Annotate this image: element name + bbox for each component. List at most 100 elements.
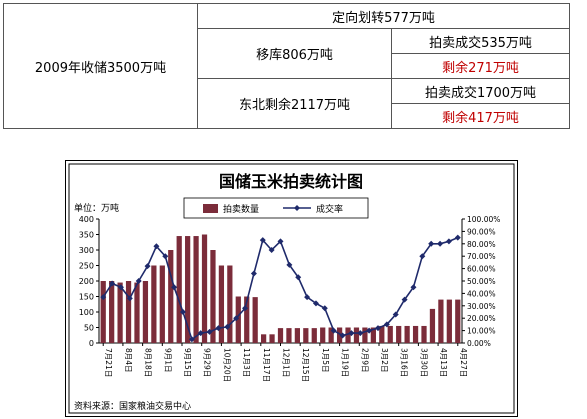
completion-rate-point xyxy=(410,284,417,291)
left-tick-label: 350 xyxy=(79,231,94,240)
auction-volume-bar xyxy=(294,328,301,343)
completion-rate-point xyxy=(401,296,408,303)
left-tick-label: 300 xyxy=(79,246,94,255)
transfer-cell: 移库806万吨 xyxy=(197,28,392,79)
left-tick-label: 200 xyxy=(79,277,94,286)
completion-rate-point xyxy=(259,237,266,244)
x-tick-label: 1月5日 xyxy=(321,348,330,373)
x-tick-label: 4月27日 xyxy=(459,348,468,377)
auction-volume-bar xyxy=(362,327,368,343)
x-tick-label: 12月1日 xyxy=(282,348,291,377)
auction-volume-bar xyxy=(244,296,250,343)
chart-frame: 国储玉米拍卖统计图 单位：万吨 拍卖数量 成交率 0 50 100 150 200 250… xyxy=(65,160,518,417)
auction-volume-bar xyxy=(396,325,402,343)
auction-volume-bar xyxy=(125,281,132,343)
right-tick-label: 60.00% xyxy=(467,265,496,274)
completion-rate-point xyxy=(437,240,444,247)
completion-rate-point xyxy=(171,284,178,291)
completion-rate-point xyxy=(375,325,382,332)
directed-transfer-cell: 定向划转577万吨 xyxy=(197,3,570,29)
completion-rate-point xyxy=(215,325,222,332)
completion-rate-point xyxy=(135,278,142,284)
chart-inner-border xyxy=(68,163,515,414)
left-tick-label: 150 xyxy=(79,293,94,302)
auction-volume-bar xyxy=(235,296,241,343)
auction-volume-bar xyxy=(438,299,444,343)
legend-bar-label: 拍卖数量 xyxy=(223,203,259,215)
x-tick-label: 9月15日 xyxy=(183,348,192,377)
auction-volume-bar xyxy=(210,250,216,343)
northeast-cell: 东北剩余2117万吨 xyxy=(197,78,392,129)
completion-rate-point xyxy=(233,315,240,322)
completion-rate-point xyxy=(179,309,186,315)
auction-chart: 国储玉米拍卖统计图 单位：万吨 拍卖数量 成交率 0 50 100 150 200 250… xyxy=(68,163,515,414)
completion-rate-point xyxy=(242,305,249,312)
auction-volume-bar xyxy=(168,250,174,343)
right-tick-label: 10.00% xyxy=(467,327,496,336)
right-tick-label: 90.00% xyxy=(467,227,496,236)
auction-volume-bar xyxy=(446,299,452,343)
completion-rate-point xyxy=(428,240,435,247)
auction-volume-bar xyxy=(379,325,385,343)
completion-rate-point xyxy=(357,330,364,337)
plot-area: 0 50 100 150 200 250 300 350 400 0.00% 10.00% 20.00… xyxy=(79,215,501,382)
completion-rate-point xyxy=(348,330,355,337)
chart-title: 国储玉米拍卖统计图 xyxy=(219,172,363,191)
northeast-remaining-cell: 剩余417万吨 xyxy=(391,103,570,129)
completion-rate-point xyxy=(126,295,133,302)
completion-rate-point xyxy=(144,263,151,270)
left-tick-label: 250 xyxy=(79,262,94,271)
completion-rate-point xyxy=(197,330,204,337)
auction-volume-bar xyxy=(328,327,334,343)
completion-rate-point xyxy=(117,284,124,291)
auction-volume-bar xyxy=(412,325,419,343)
right-tick-label: 100.00% xyxy=(467,215,500,224)
unit-label: 单位：万吨 xyxy=(74,202,119,214)
x-tick-label: 3月16日 xyxy=(400,348,409,377)
completion-rate-point xyxy=(383,321,390,328)
completion-rate-point xyxy=(250,270,257,277)
auction-volume-bar xyxy=(193,236,199,343)
legend-bar-swatch xyxy=(203,204,218,213)
auction-volume-bar xyxy=(404,325,410,343)
legend-line-label: 成交率 xyxy=(316,203,343,215)
right-tick-label: 50.00% xyxy=(467,277,496,286)
auction-volume-bar xyxy=(353,327,360,343)
auction-volume-bar xyxy=(421,325,427,343)
auction-volume-bar xyxy=(142,281,149,343)
right-tick-label: 0.00% xyxy=(467,339,491,348)
x-tick-label: 3月2日 xyxy=(380,348,389,373)
x-tick-label: 8月4日 xyxy=(124,348,133,373)
completion-rate-point xyxy=(312,300,319,307)
x-tick-label: 4月13日 xyxy=(439,348,448,377)
completion-rate-point xyxy=(295,274,302,281)
x-tick-label: 11月3日 xyxy=(242,348,251,377)
auction-volume-bar xyxy=(218,265,225,343)
auction-volume-bar xyxy=(117,282,123,343)
completion-rate-point xyxy=(339,332,346,339)
auction-volume-bar xyxy=(286,328,292,343)
auction-volume-bar xyxy=(151,265,157,343)
x-tick-label: 7月21日 xyxy=(104,348,113,377)
completion-rate-point xyxy=(100,294,107,301)
auction-volume-bar xyxy=(269,334,275,343)
left-tick-label: 400 xyxy=(79,215,94,224)
x-tick-label: 3月30日 xyxy=(419,348,428,377)
completion-rate-point xyxy=(268,247,275,253)
left-tick-label: 100 xyxy=(79,308,94,317)
auction-volume-bar xyxy=(159,265,165,343)
x-tick-label: 11月17日 xyxy=(262,348,271,382)
completion-rate-point xyxy=(366,327,373,334)
auction-volume-bar xyxy=(336,327,343,343)
completion-rate-point xyxy=(277,238,284,245)
auction-volume-bar xyxy=(277,328,284,343)
auction-volume-bar xyxy=(311,328,317,343)
completion-rate-point xyxy=(153,243,160,250)
completion-rate-point xyxy=(454,234,461,241)
auction-volume-bar xyxy=(429,308,436,343)
left-tick-label: 0 xyxy=(89,339,94,348)
x-tick-label: 10月20日 xyxy=(222,348,231,382)
completion-rate-point xyxy=(304,294,311,301)
completion-rate-point xyxy=(330,327,337,334)
completion-rate-point xyxy=(445,238,452,245)
